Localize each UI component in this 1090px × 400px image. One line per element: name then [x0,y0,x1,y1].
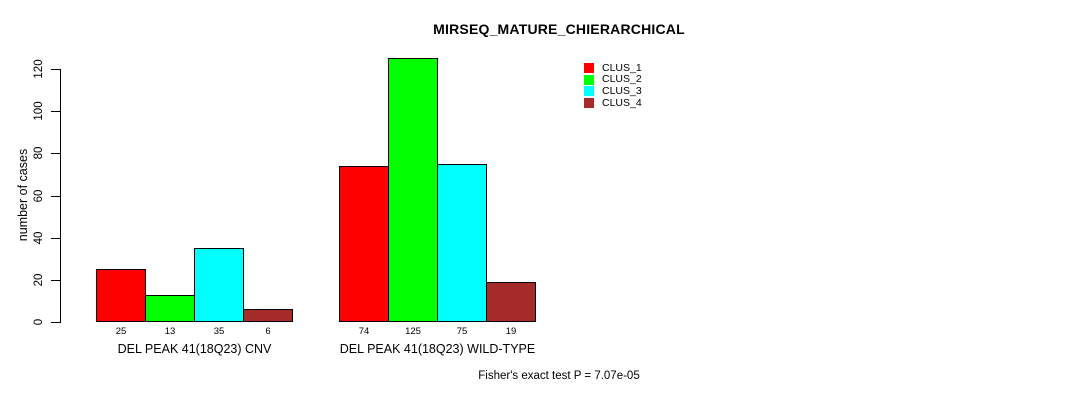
bar-clus_4-group2 [486,281,536,322]
bar-clus_1-group1 [96,269,146,322]
bar-value-label: 125 [405,325,421,337]
legend-label: CLUS_3 [602,84,642,97]
y-axis-line [60,69,61,323]
y-axis-tick-label: 80 [33,146,45,160]
legend-item: CLUS_1 [584,61,642,74]
bar-clus_2-group2 [388,58,438,322]
y-axis-tick [51,195,60,197]
bar-value-label: 74 [358,325,370,337]
bar-value-label: 75 [456,325,468,337]
y-axis-tick [51,322,60,323]
legend-item: CLUS_2 [584,74,642,85]
y-axis-tick [51,153,60,155]
chart-title: MIRSEQ_MATURE_CHIERARCHICAL [433,21,685,37]
y-axis-tick-label: 0 [33,318,45,326]
bar-value-label: 6 [265,325,271,337]
y-axis-tick-label: 120 [33,59,45,79]
legend-item: CLUS_3 [584,84,642,97]
legend-label: CLUS_2 [602,73,642,86]
legend-swatch [584,63,594,73]
legend-swatch [584,98,594,108]
legend-item: CLUS_4 [584,96,642,109]
bar-clus_3-group1 [194,248,244,322]
y-axis-label: number of cases [16,148,30,242]
legend-swatch [584,74,594,85]
bar-value-label: 35 [213,325,225,337]
bar-value-label: 19 [505,325,517,337]
y-axis-tick-label: 100 [33,101,45,121]
y-axis-tick [51,279,60,281]
bar-clus_3-group2 [437,163,487,322]
legend-label: CLUS_4 [602,96,642,109]
y-axis-tick [51,111,60,113]
y-axis-tick [51,69,60,70]
y-axis-tick-label: 40 [33,231,45,245]
x-group-label: DEL PEAK 41(18Q23) CNV [117,341,272,356]
bar-value-label: 25 [115,325,127,337]
bar-clus_1-group2 [339,165,389,322]
y-axis-tick [51,237,60,239]
footnote: Fisher's exact test P = 7.07e-05 [478,370,640,382]
bar-value-label: 13 [164,325,176,337]
bar-clus_4-group1 [243,309,293,322]
y-axis-tick-label: 20 [33,273,45,287]
x-group-label: DEL PEAK 41(18Q23) WILD-TYPE [339,341,536,356]
y-axis-tick-label: 60 [33,189,45,202]
legend-label: CLUS_1 [602,61,642,74]
legend-swatch [584,86,594,97]
bar-clus_2-group1 [145,294,195,322]
